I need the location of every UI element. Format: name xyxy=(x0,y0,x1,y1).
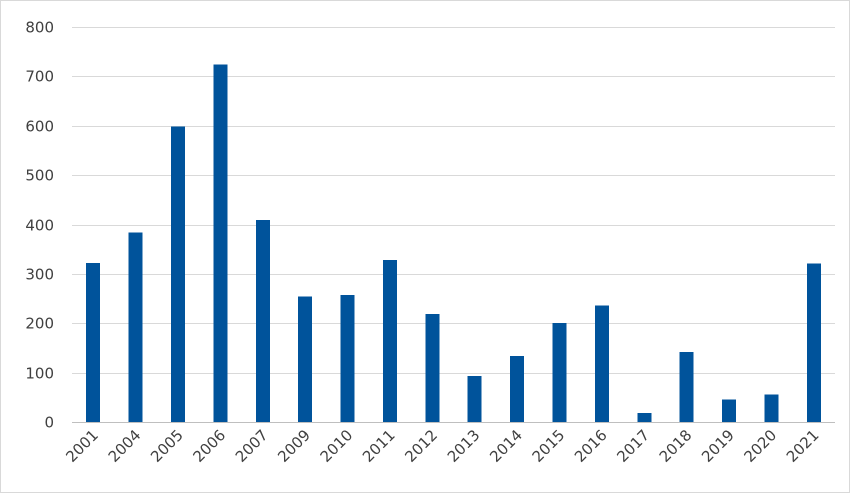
x-tick-label: 2004 xyxy=(105,426,145,466)
x-tick-label: 2015 xyxy=(529,426,569,466)
y-tick-label: 600 xyxy=(25,118,54,136)
bar-2019 xyxy=(722,399,736,422)
x-tick-label: 2013 xyxy=(444,426,484,466)
y-tick-label: 300 xyxy=(25,266,54,284)
x-tick-label: 2017 xyxy=(613,426,653,466)
x-tick-label: 2014 xyxy=(486,426,526,466)
y-tick-labels: 0 100 200 300 400 500 600 700 800 xyxy=(25,19,54,432)
y-tick-label: 500 xyxy=(25,167,54,185)
bar-2015 xyxy=(552,322,567,422)
y-tick-label: 0 xyxy=(44,414,54,432)
x-tick-label: 2010 xyxy=(317,426,357,466)
x-tick-label: 2006 xyxy=(189,426,229,466)
bar-2012 xyxy=(425,313,440,422)
bar-2014 xyxy=(510,355,525,422)
bar-2011 xyxy=(382,260,397,422)
y-tick-label: 100 xyxy=(25,365,54,383)
bar-2009 xyxy=(298,296,313,422)
bar-2013 xyxy=(467,376,482,422)
y-tick-label: 200 xyxy=(25,315,54,333)
y-tick-label: 800 xyxy=(25,19,54,37)
x-tick-label: 2007 xyxy=(232,426,272,466)
bar-2004 xyxy=(128,232,143,422)
gridlines xyxy=(72,27,835,374)
x-tick-label: 2005 xyxy=(147,426,187,466)
x-tick-label: 2019 xyxy=(698,426,738,466)
x-tick-labels: 2001 2004 2005 2006 2007 2009 2010 2011 2012 2013… xyxy=(62,426,822,466)
x-tick-label: 2018 xyxy=(656,426,696,466)
x-tick-label: 2020 xyxy=(740,426,780,466)
x-tick-label: 2009 xyxy=(274,426,314,466)
x-tick-label: 2011 xyxy=(359,426,399,466)
bar-2005 xyxy=(171,126,185,422)
bars xyxy=(86,64,821,422)
bar-2007 xyxy=(255,220,270,422)
bar-2021 xyxy=(806,263,821,422)
x-tick-label: 2016 xyxy=(571,426,611,466)
x-tick-label: 2021 xyxy=(783,426,823,466)
bar-2018 xyxy=(679,351,694,422)
bar-2006 xyxy=(213,64,228,422)
x-tick-label: 2001 xyxy=(62,426,102,466)
bar-2001 xyxy=(86,263,101,422)
y-tick-label: 700 xyxy=(25,68,54,86)
bar-2016 xyxy=(594,305,609,422)
bar-2020 xyxy=(764,394,779,422)
x-tick-label: 2012 xyxy=(401,426,441,466)
bar-2010 xyxy=(340,295,355,422)
bar-2017 xyxy=(637,413,652,422)
y-tick-label: 400 xyxy=(25,217,54,235)
